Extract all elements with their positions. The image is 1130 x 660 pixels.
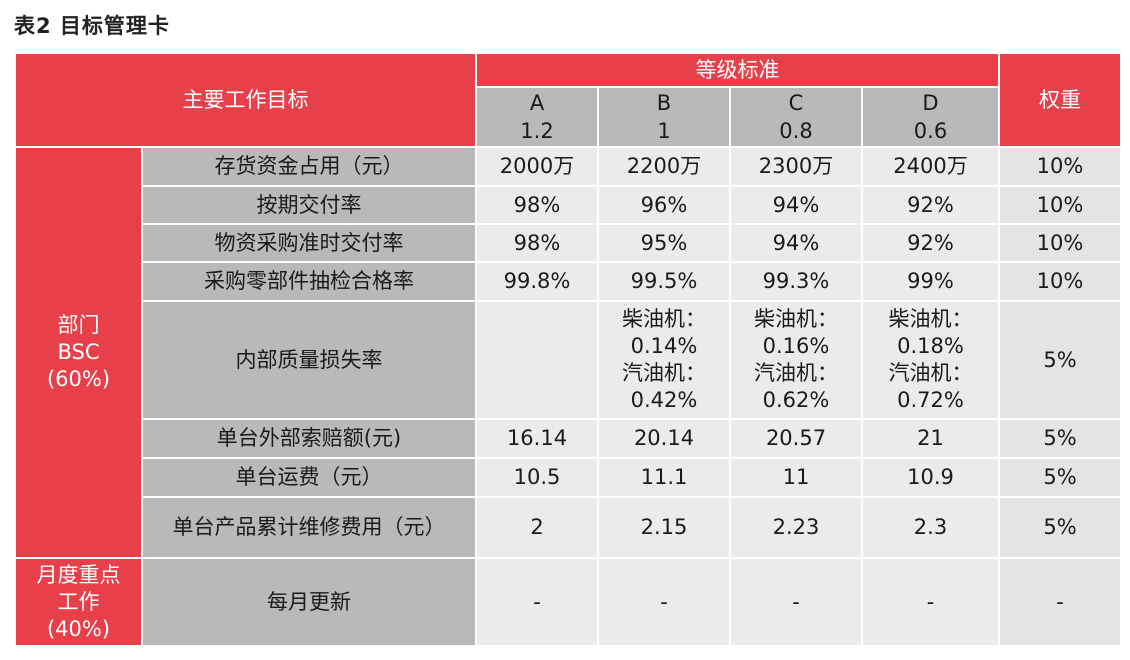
grade-c-value: 94%	[729, 223, 863, 263]
grade-a-value: 16.14	[475, 418, 599, 459]
grade-c-value: -	[729, 557, 863, 647]
grade-d-value: 92%	[861, 185, 1000, 225]
grade-a-value: 10.5	[475, 457, 599, 498]
grade-d-value: 10.9	[861, 457, 1000, 498]
table-row: 单台产品累计维修费用（元） 2 2.15 2.23 2.3 5%	[15, 496, 1122, 559]
table-row: 内部质量损失率 柴油机： 0.14% 汽油机： 0.42% 柴油机： 0.16% 汽油机：…	[15, 300, 1122, 420]
grade-c-value: 2300万	[729, 146, 863, 187]
table-title: 表2 目标管理卡	[14, 14, 170, 38]
grade-b-value: 2.15	[597, 496, 731, 559]
grade-c-value: 2.23	[729, 496, 863, 559]
grade-c-value: 94%	[729, 185, 863, 225]
grade-d-value: 柴油机： 0.18% 汽油机： 0.72%	[861, 300, 1000, 420]
goal-name: 物资采购准时交付率	[141, 223, 477, 263]
grade-b-value: 柴油机： 0.14% 汽油机： 0.42%	[597, 300, 731, 420]
grade-a-value: 2	[475, 496, 599, 559]
group-label-monthly: 月度重点 工作 (40%)	[14, 557, 143, 647]
grade-a-value: -	[475, 557, 599, 647]
header-grade-d: D 0.6	[861, 86, 1000, 148]
grade-b-value: 2200万	[597, 146, 731, 187]
weight-value: -	[998, 557, 1122, 647]
weight-value: 10%	[998, 223, 1122, 263]
table-row: 月度重点 工作 (40%) 每月更新 - - - - -	[14, 557, 1122, 647]
group-label-bsc: 部门 BSC (60%)	[14, 146, 143, 559]
table-row: 物资采购准时交付率 98% 95% 94% 92% 10%	[15, 223, 1122, 263]
goal-name: 内部质量损失率	[141, 300, 477, 420]
grade-d-value: -	[861, 557, 1000, 647]
grade-b-value: 99.5%	[597, 261, 731, 302]
grade-a-value: 98%	[475, 223, 599, 263]
weight-value: 10%	[998, 185, 1122, 225]
grade-a-value: 2000万	[475, 146, 599, 187]
grade-b-value: 95%	[597, 223, 731, 263]
grade-c-value: 11	[729, 457, 863, 498]
header-weight: 权重	[998, 52, 1122, 148]
goal-name: 每月更新	[141, 557, 477, 647]
grade-a-value	[475, 300, 599, 420]
header-grade-standard: 等级标准	[475, 52, 1000, 88]
goal-name: 存货资金占用（元）	[141, 146, 477, 187]
goal-name: 单台外部索赔额(元)	[141, 418, 477, 459]
grade-c-value: 99.3%	[729, 261, 863, 302]
weight-value: 5%	[998, 418, 1122, 459]
goal-name: 单台运费（元）	[141, 457, 477, 498]
grade-b-value: -	[597, 557, 731, 647]
grade-c-value: 20.57	[729, 418, 863, 459]
goal-name: 采购零部件抽检合格率	[141, 261, 477, 302]
table-row: 单台运费（元） 10.5 11.1 11 10.9 5%	[15, 457, 1122, 498]
table-row: 单台外部索赔额(元) 16.14 20.14 20.57 21 5%	[15, 418, 1122, 459]
grade-d-value: 92%	[861, 223, 1000, 263]
grade-c-value: 柴油机： 0.16% 汽油机： 0.62%	[729, 300, 863, 420]
table-row: 按期交付率 98% 96% 94% 92% 10%	[15, 185, 1122, 225]
grade-b-value: 11.1	[597, 457, 731, 498]
grade-d-value: 2400万	[861, 146, 1000, 187]
grade-d-value: 21	[861, 418, 1000, 459]
header-grade-a: A 1.2	[475, 86, 599, 148]
weight-value: 10%	[998, 261, 1122, 302]
header-main-goal: 主要工作目标	[14, 52, 477, 148]
weight-value: 10%	[998, 146, 1122, 187]
table-row: 部门 BSC (60%) 存货资金占用（元） 2000万 2200万 2300万 2…	[14, 146, 1122, 559]
header-grade-c: C 0.8	[729, 86, 863, 148]
grade-a-value: 99.8%	[475, 261, 599, 302]
weight-value: 5%	[998, 300, 1122, 420]
goal-name: 单台产品累计维修费用（元）	[141, 496, 477, 559]
grade-d-value: 99%	[861, 261, 1000, 302]
weight-value: 5%	[998, 457, 1122, 498]
table-row: 采购零部件抽检合格率 99.8% 99.5% 99.3% 99% 10%	[15, 261, 1122, 302]
grade-b-value: 96%	[597, 185, 731, 225]
grade-a-value: 98%	[475, 185, 599, 225]
goal-name: 按期交付率	[141, 185, 477, 225]
grade-d-value: 2.3	[861, 496, 1000, 559]
grade-b-value: 20.14	[597, 418, 731, 459]
weight-value: 5%	[998, 496, 1122, 559]
